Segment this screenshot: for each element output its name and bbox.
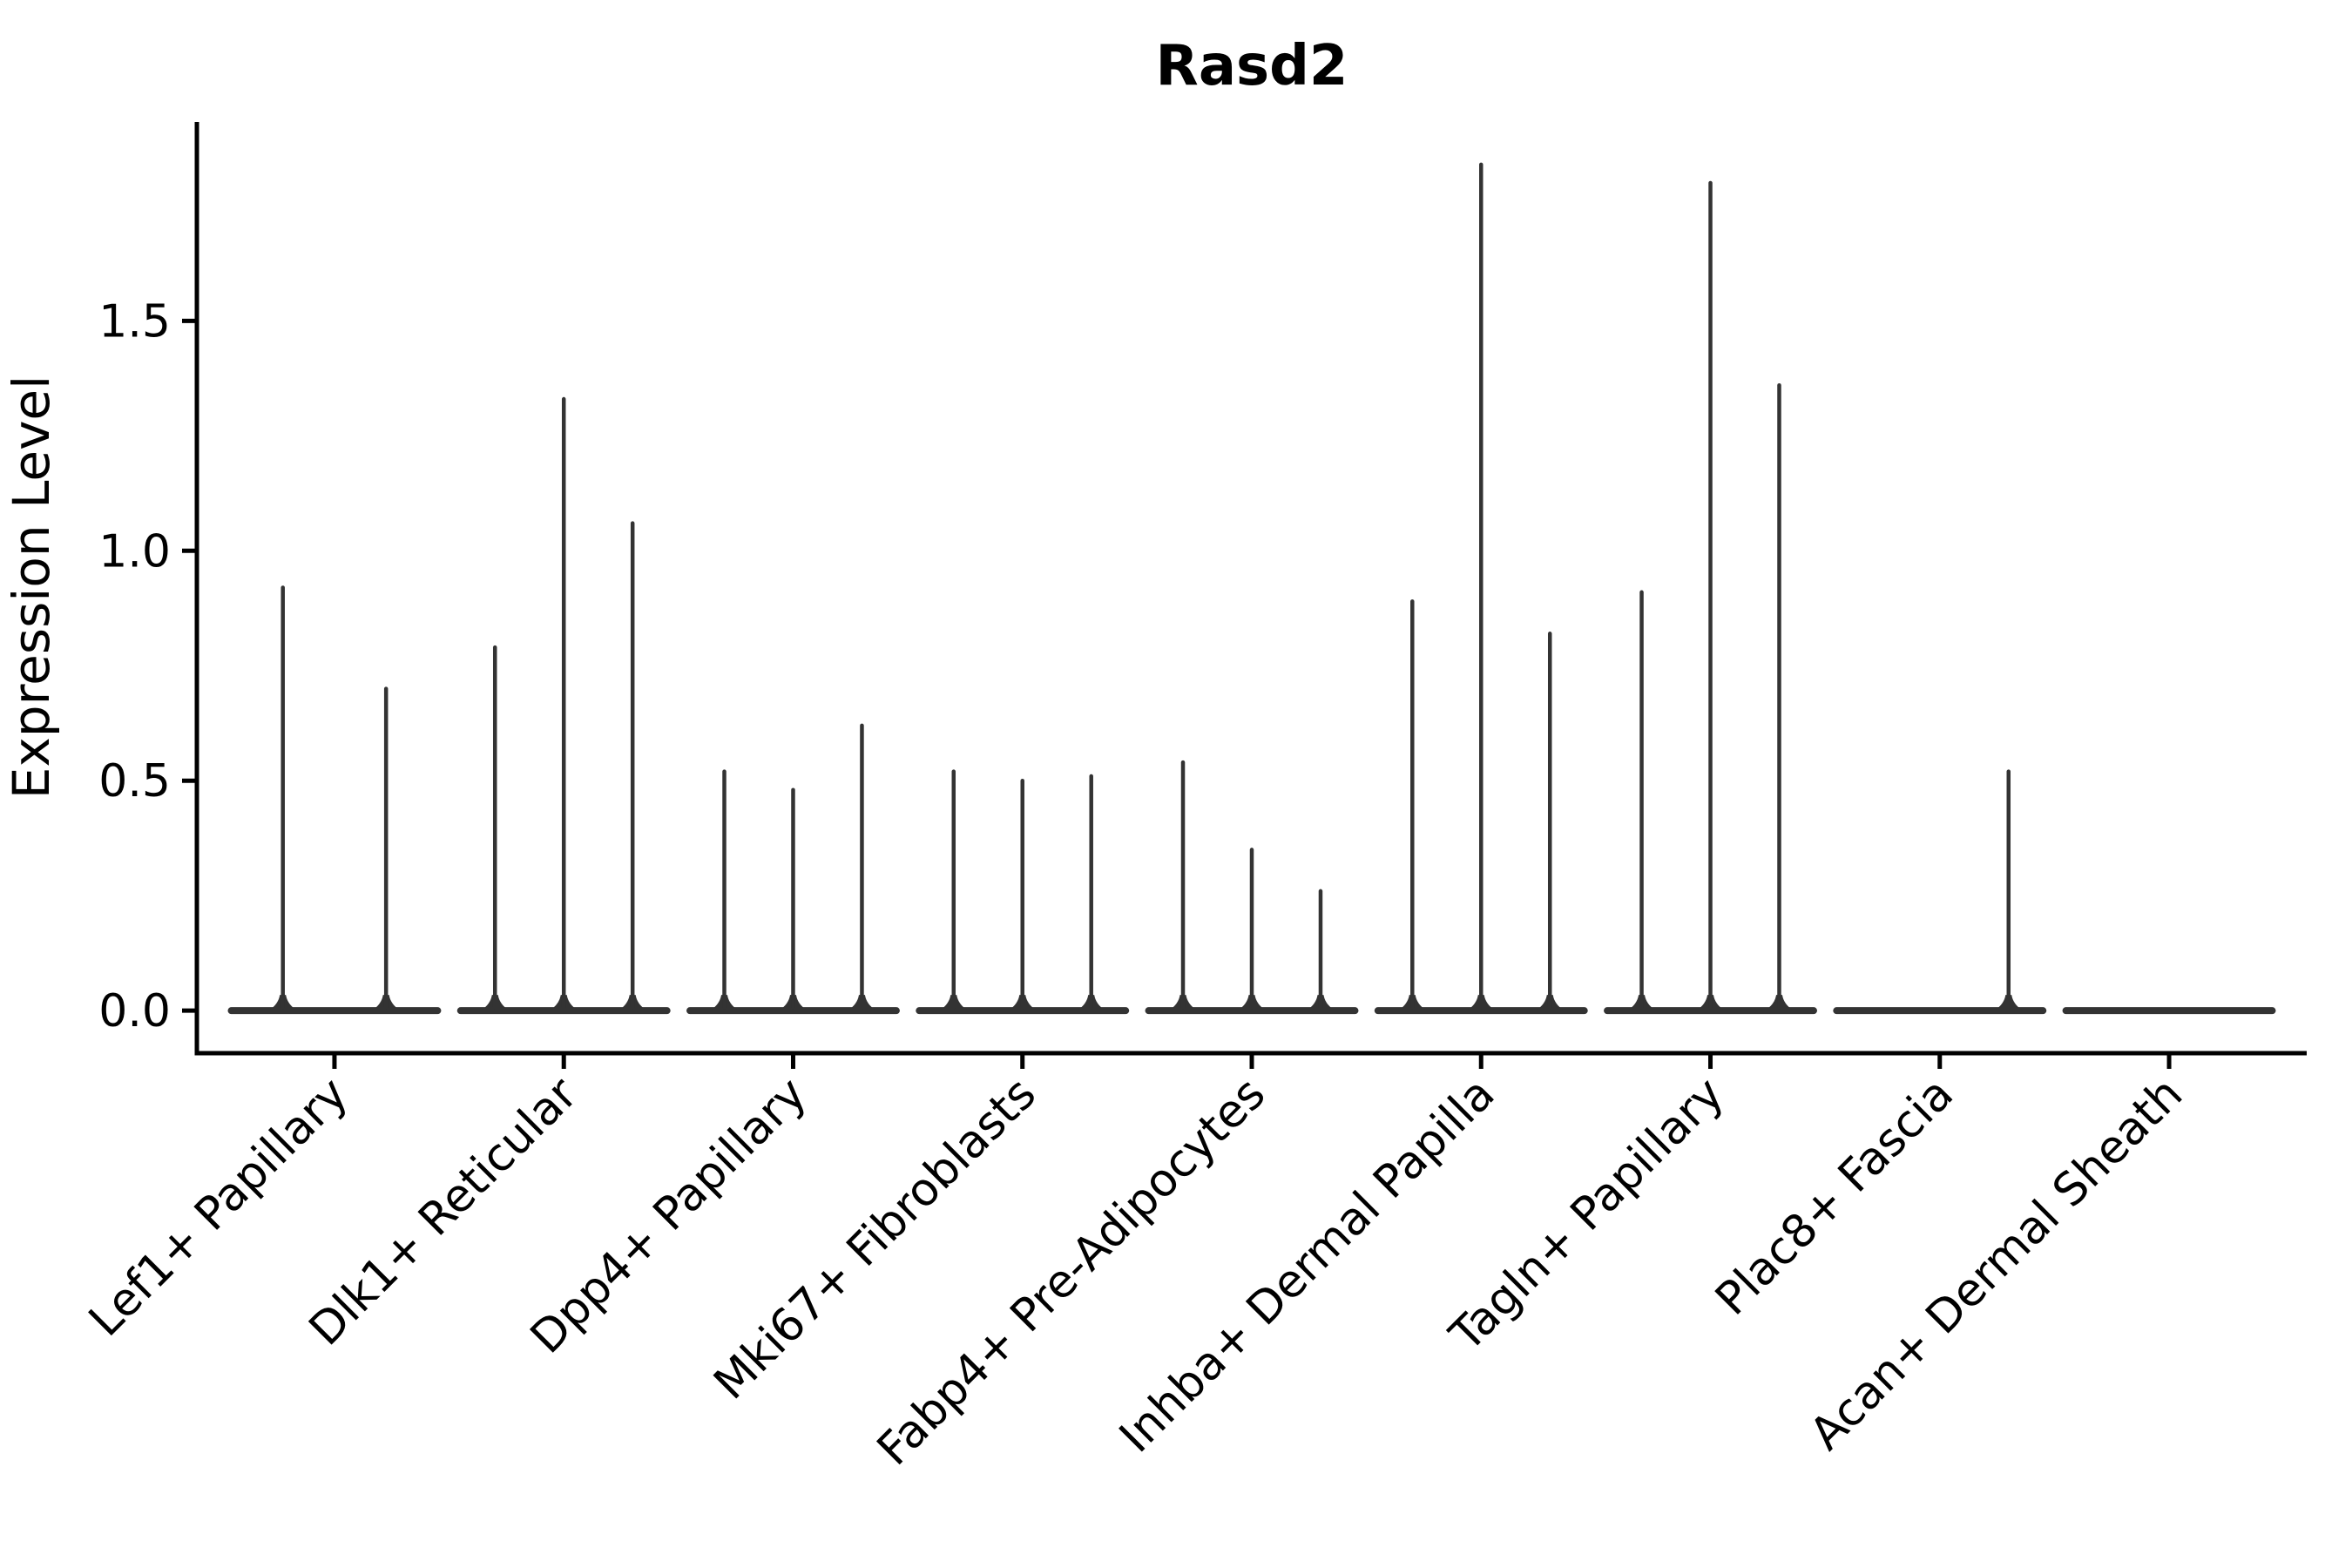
x-tick-label: Fabp4+ Pre-Adipocytes bbox=[868, 1068, 1275, 1476]
y-axis-label: Expression Level bbox=[2, 375, 61, 799]
y-tick-label: 0.5 bbox=[98, 755, 171, 808]
x-tick-label: Plac8+ Fascia bbox=[1706, 1068, 1963, 1326]
y-tick-label: 1.0 bbox=[98, 525, 171, 578]
y-tick-label: 1.5 bbox=[98, 295, 171, 348]
x-tick-label: Inhba+ Dermal Papilla bbox=[1110, 1068, 1504, 1463]
y-tick-label: 0.0 bbox=[98, 985, 171, 1037]
violin-layer bbox=[227, 162, 2276, 1015]
x-tick-label: Acan+ Dermal Sheath bbox=[1801, 1068, 2193, 1461]
chart-title: Rasd2 bbox=[1156, 34, 1348, 98]
